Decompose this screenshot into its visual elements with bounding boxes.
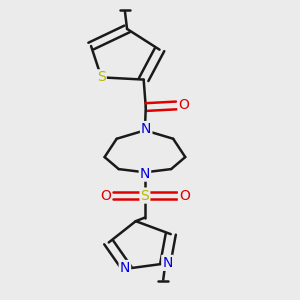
Text: N: N: [120, 261, 130, 275]
Text: O: O: [179, 189, 190, 202]
Text: O: O: [178, 98, 189, 112]
Text: O: O: [100, 189, 111, 202]
Text: N: N: [141, 122, 152, 136]
Text: N: N: [162, 256, 173, 270]
Text: S: S: [97, 70, 106, 84]
Text: S: S: [140, 189, 149, 202]
Text: N: N: [140, 167, 150, 181]
